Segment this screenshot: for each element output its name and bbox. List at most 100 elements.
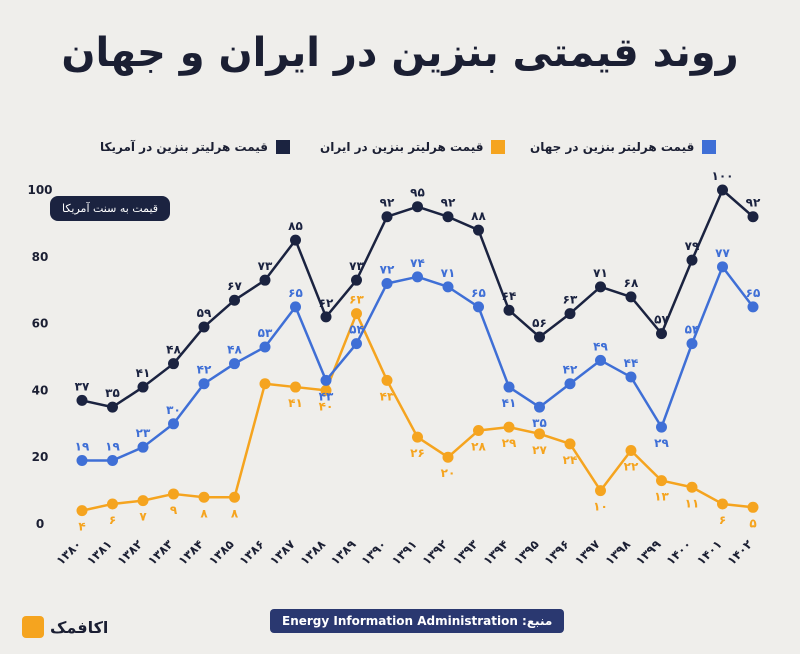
data-label: ۱۳ — [654, 490, 669, 504]
data-point — [229, 358, 240, 370]
x-tick-label: ۱۳۸۸ — [298, 537, 329, 568]
data-label: ۱۱ — [685, 496, 700, 510]
data-label: ۳۰ — [166, 403, 181, 417]
data-point — [259, 341, 271, 353]
x-tick-label: ۱۳۹۵ — [511, 537, 542, 568]
source-label: منبع: Energy Information Administration — [270, 609, 565, 633]
data-label: ۹۲ — [380, 196, 395, 210]
data-label: ۳۵ — [105, 386, 120, 400]
data-label: ۵۴ — [349, 323, 364, 337]
legend-item-world: قیمت هرلیتر بنزین در جهان — [530, 140, 717, 154]
data-label: ۶۳ — [563, 293, 578, 307]
data-point — [290, 301, 301, 313]
data-label: ۵ — [749, 516, 756, 530]
y-tick-label: 40 — [32, 383, 49, 397]
data-point — [259, 378, 271, 390]
x-tick-label: ۱۳۹۴ — [481, 537, 512, 568]
data-label: ۴۹ — [593, 339, 608, 353]
y-tick-label: 0 — [36, 517, 44, 531]
data-label: ۶۲ — [319, 296, 334, 310]
x-tick-label: ۱۳۹۳ — [450, 537, 481, 568]
data-label: ۶۵ — [288, 286, 303, 300]
data-point — [320, 384, 332, 396]
data-point — [656, 421, 667, 433]
data-point — [473, 424, 484, 436]
legend-swatch-iran — [491, 140, 506, 154]
data-label: ۴۸ — [166, 343, 181, 357]
data-point — [137, 381, 149, 393]
data-label: ۵۷ — [654, 313, 669, 327]
legend-label-usa: قیمت هرلیتر بنزین در آمریکا — [100, 140, 269, 154]
data-label: ۱۰ — [593, 500, 608, 514]
y-tick-label: 80 — [32, 250, 49, 264]
legend-item-iran: قیمت هرلیتر بنزین در ایران — [320, 140, 506, 154]
data-label: ۲۹ — [654, 436, 669, 450]
data-point — [747, 501, 759, 513]
data-point — [625, 291, 637, 303]
legend-label-iran: قیمت هرلیتر بنزین در ایران — [320, 140, 484, 154]
data-point — [107, 498, 118, 510]
data-point — [320, 311, 332, 323]
data-point — [656, 328, 667, 340]
data-point — [686, 481, 698, 493]
data-point — [534, 331, 545, 343]
data-point — [76, 455, 88, 467]
series-line — [81, 188, 754, 409]
data-point — [320, 374, 332, 386]
data-point — [747, 211, 759, 223]
data-label: ۵۴ — [685, 323, 700, 337]
data-point — [595, 485, 606, 497]
data-label: ۷ — [139, 510, 147, 524]
data-point — [290, 381, 301, 393]
x-tick-label: ۱۳۹۸ — [603, 537, 634, 568]
data-label: ۴۱ — [136, 366, 151, 380]
data-point — [717, 184, 728, 196]
data-point — [198, 491, 210, 503]
data-label: ۹۲ — [746, 196, 761, 210]
data-point — [198, 321, 210, 333]
data-label: ۸ — [200, 506, 208, 520]
y-tick-label: 100 — [27, 183, 52, 197]
x-tick-label: ۱۳۹۷ — [572, 537, 603, 568]
data-label: ۷۹ — [685, 239, 700, 253]
data-point — [259, 274, 271, 286]
data-point — [137, 441, 149, 453]
data-label: ۶۳ — [349, 293, 364, 307]
chart-title: روند قیمتی بنزین در ایران و جهان — [61, 30, 739, 76]
data-label: ۵۳ — [258, 326, 273, 340]
series-line — [82, 265, 754, 462]
data-point — [168, 418, 179, 430]
data-label: ۴۱ — [288, 396, 303, 410]
data-point — [381, 278, 393, 290]
data-point — [686, 338, 698, 350]
x-tick-label: ۱۴۰۲ — [725, 537, 756, 568]
data-label: ۷۷ — [715, 246, 730, 260]
data-point — [564, 438, 576, 450]
data-point — [381, 374, 393, 386]
data-label: ۴۴ — [624, 356, 639, 370]
data-label: ۷۳ — [258, 259, 273, 273]
data-label: ۹۵ — [410, 186, 425, 200]
data-label: ۲۴ — [563, 453, 578, 467]
x-tick-label: ۱۳۸۶ — [237, 537, 268, 568]
x-tick-label: ۱۳۸۹ — [328, 537, 359, 568]
data-point — [76, 394, 88, 406]
y-tick-label: 20 — [32, 450, 49, 464]
data-point — [198, 378, 210, 390]
data-point — [229, 294, 240, 306]
data-point — [625, 445, 637, 457]
brand-logo-text: اکافمک — [50, 617, 109, 637]
data-point — [351, 274, 362, 286]
data-label: ۲۸ — [471, 439, 486, 453]
data-label: ۵۶ — [532, 316, 547, 330]
data-point — [290, 234, 301, 246]
legend-swatch-world — [702, 140, 717, 154]
data-label: ۱۰۰ — [712, 169, 734, 183]
legend-swatch-usa — [276, 140, 291, 154]
data-point — [137, 495, 149, 507]
data-point — [412, 431, 423, 443]
x-tick-label: ۱۳۹۹ — [633, 537, 664, 568]
data-point — [503, 421, 515, 433]
data-label: ۷۳ — [349, 259, 364, 273]
x-tick-label: ۱۳۸۴ — [176, 537, 207, 568]
